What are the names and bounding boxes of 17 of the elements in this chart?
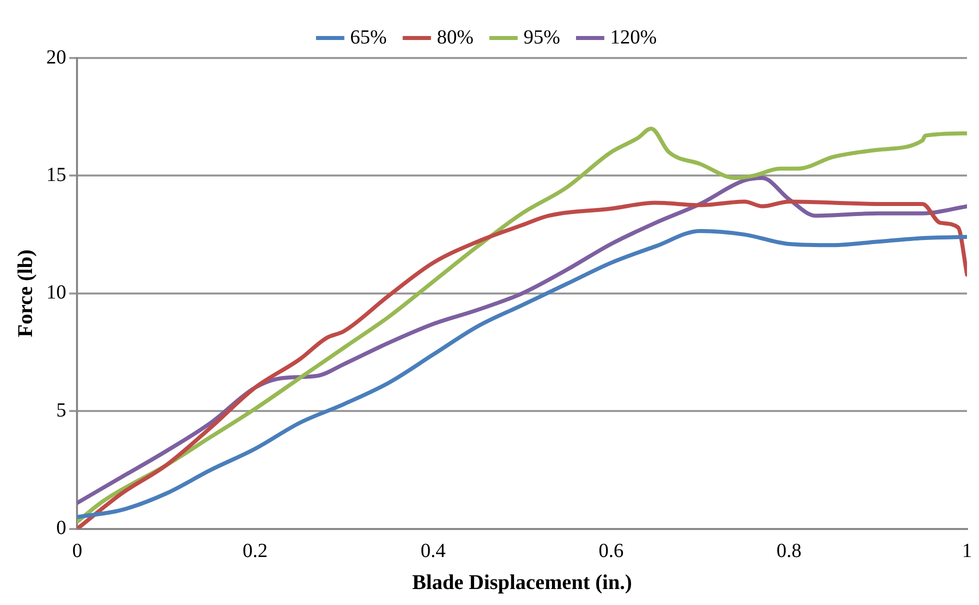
x-tick-label: 0.6 [598,540,624,562]
x-tick-label: 0 [72,540,82,562]
y-tick-label: 15 [46,164,66,186]
x-axis-title: Blade Displacement (in.) [412,570,632,594]
y-tick-label: 10 [46,282,66,304]
legend-label: 120% [610,26,657,48]
x-tick-label: 1 [962,540,972,562]
legend-label: 65% [350,26,387,48]
legend-label: 95% [524,26,560,48]
legend-label: 80% [436,26,474,48]
y-tick-label: 5 [56,399,66,422]
x-tick-label: 0.4 [420,540,446,562]
x-tick-label: 0.8 [776,540,802,562]
y-tick-label: 20 [46,46,66,68]
y-tick-label: 0 [56,517,66,540]
x-tick-label: 0.2 [242,540,268,562]
y-axis-title: Force (lb) [13,250,38,338]
